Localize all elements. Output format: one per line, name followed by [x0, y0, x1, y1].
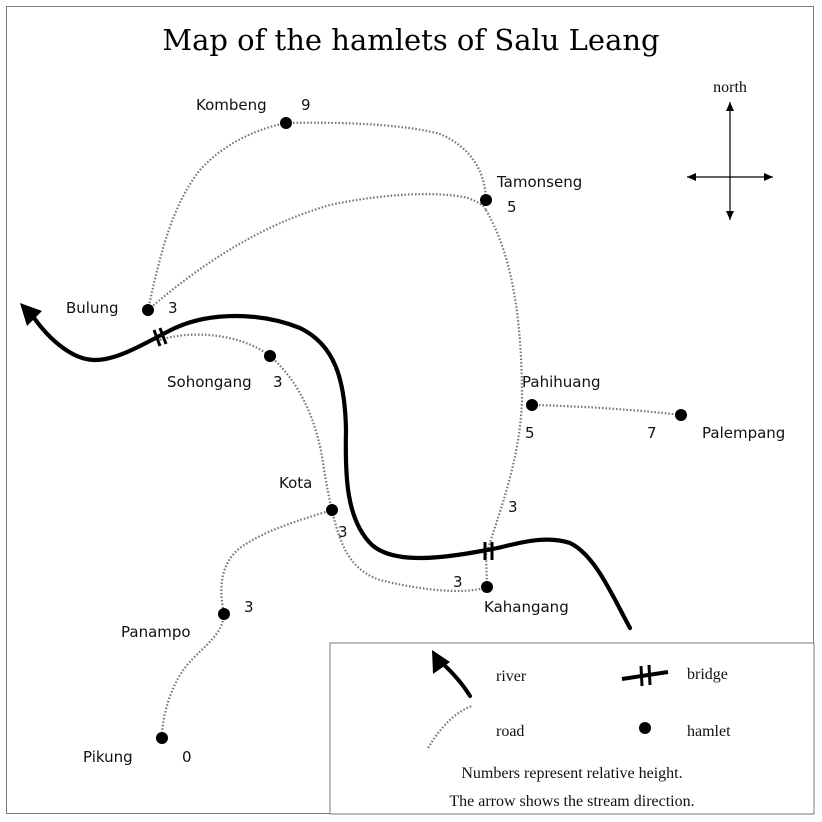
hamlet-kota-height: 3 — [338, 523, 348, 541]
legend-hamlet-dot — [639, 722, 651, 734]
hamlet-palempang-dot — [675, 409, 687, 421]
road-kota-kahangang — [330, 509, 488, 593]
legend-note-arrow: The arrow shows the stream direction. — [449, 793, 694, 810]
hamlet-panampo-dot — [218, 608, 230, 620]
hamlet-tamonseng-height: 5 — [507, 198, 517, 216]
hamlet-pikung-height: 0 — [182, 748, 192, 766]
hamlet-sohongang-name: Sohongang — [167, 373, 252, 391]
hamlet-sohongang-dot — [264, 350, 276, 362]
hamlet-dots — [142, 117, 687, 744]
hamlet-pahihuang-name: Pahihuang — [522, 373, 600, 391]
hamlet-palempang-name: Palempang — [702, 424, 785, 442]
hamlet-bulung-height: 3 — [168, 299, 178, 317]
compass-cross-icon — [687, 102, 773, 220]
hamlet-pikung-name: Pikung — [83, 748, 133, 766]
hamlet-kombeng-dot — [280, 117, 292, 129]
bridge-bulung-icon — [152, 327, 168, 347]
hamlet-kota-name: Kota — [279, 474, 312, 492]
road-tamonseng-kahangang — [484, 209, 524, 588]
hamlet-palempang-height: 7 — [647, 424, 657, 442]
hamlet-bulung-dot — [142, 304, 154, 316]
legend-bridge-line — [621, 670, 669, 681]
legend-river-arrow-icon — [432, 650, 450, 674]
river-arrow-icon — [20, 303, 42, 326]
road-kota-panampo — [220, 508, 333, 615]
legend-note-heights: Numbers represent relative height. — [461, 765, 682, 782]
legend-hamlet-label: hamlet — [687, 723, 731, 740]
legend-road-line — [427, 704, 473, 749]
hamlet-kahangang-dot — [481, 581, 493, 593]
hamlet-pikung-dot — [156, 732, 168, 744]
hamlet-pahihuang-dot — [526, 399, 538, 411]
hamlet-kota-dot — [326, 504, 338, 516]
legend-bridge-icon — [639, 664, 652, 687]
hamlet-kahangang-name: Kahangang — [484, 598, 569, 616]
hamlet-tamonseng-name: Tamonseng — [496, 173, 582, 191]
river-line — [27, 309, 633, 631]
hamlet-tamonseng-dot — [480, 194, 492, 206]
hamlet-pahihuang-height: 5 — [525, 424, 535, 442]
legend-road-label: road — [496, 723, 524, 740]
map-title: Map of the hamlets of Salu Leang — [162, 23, 659, 57]
road-panampo-pikung — [160, 613, 226, 739]
hamlet-kahangang-height: 3 — [453, 573, 463, 591]
legend-river-label: river — [496, 668, 527, 685]
road-sohongang-kota — [269, 355, 334, 511]
legend — [329, 642, 815, 815]
road-height-label: 3 — [508, 498, 518, 516]
hamlet-panampo-name: Panampo — [121, 623, 191, 641]
legend-bridge-label: bridge — [687, 666, 728, 683]
hamlet-kombeng-name: Kombeng — [196, 96, 267, 114]
compass-label: north — [713, 79, 747, 96]
road-bulung-tamonseng — [147, 193, 488, 311]
road-pahihuang-palempang — [531, 403, 682, 417]
road-network — [146, 121, 682, 739]
road-kombeng-tamonseng — [285, 121, 488, 201]
hamlet-kombeng-height: 9 — [301, 96, 311, 114]
hamlet-bulung-name: Bulung — [66, 299, 119, 317]
bridge-kahangang-icon — [483, 542, 494, 560]
hamlet-panampo-height: 3 — [244, 598, 254, 616]
road-bulung-sohongang — [159, 333, 271, 357]
road-bulung-kombeng — [146, 121, 287, 311]
hamlet-sohongang-height: 3 — [273, 373, 283, 391]
